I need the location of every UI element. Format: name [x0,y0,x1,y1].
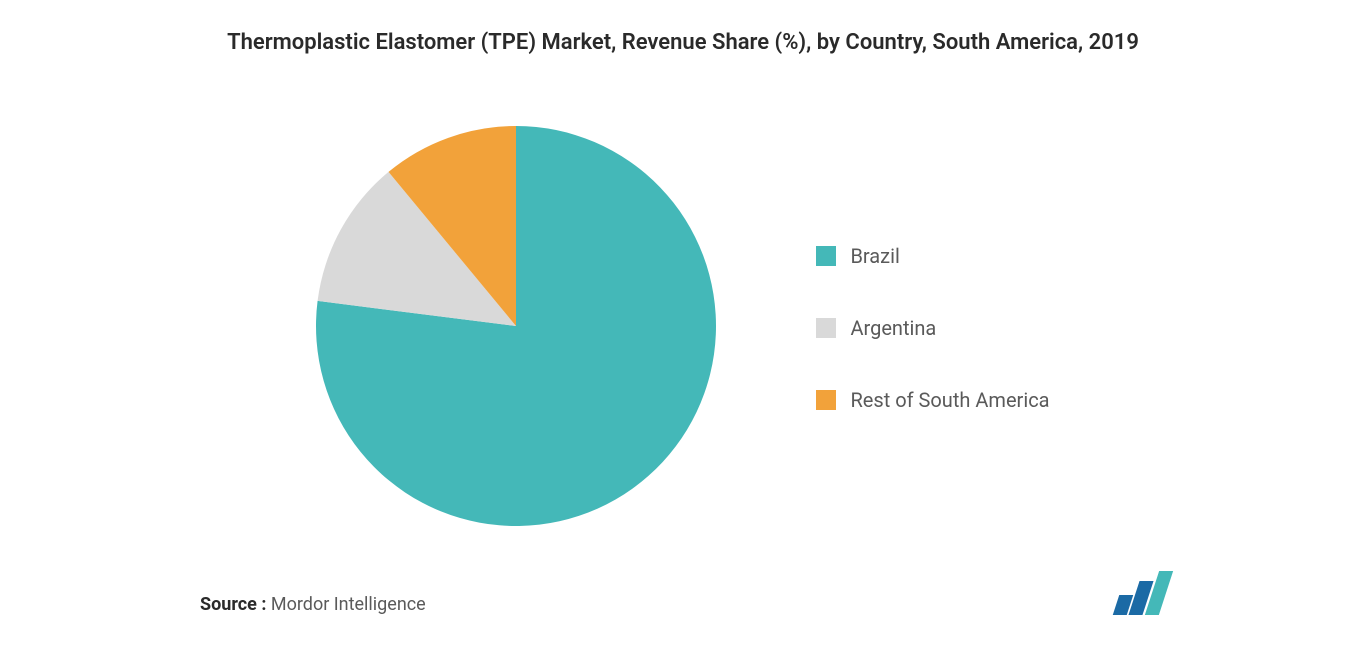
legend-swatch [816,318,836,338]
source-text: Mordor Intelligence [271,594,426,615]
pie-chart [316,126,716,530]
source-attribution: Source : Mordor Intelligence [200,594,426,615]
footer: Source : Mordor Intelligence [40,571,1326,615]
legend-item: Rest of South America [816,388,1049,412]
chart-container: Thermoplastic Elastomer (TPE) Market, Re… [0,0,1366,655]
legend-swatch [816,390,836,410]
legend-item: Brazil [816,244,1049,268]
legend-item: Argentina [816,316,1049,340]
source-prefix: Source : [200,594,266,615]
chart-body: Brazil Argentina Rest of South America [40,85,1326,571]
legend-label: Brazil [850,244,899,268]
legend-label: Argentina [850,316,936,340]
legend: Brazil Argentina Rest of South America [816,244,1049,412]
chart-title: Thermoplastic Elastomer (TPE) Market, Re… [40,30,1326,55]
legend-swatch [816,246,836,266]
legend-label: Rest of South America [850,388,1049,412]
brand-logo [1116,571,1166,615]
